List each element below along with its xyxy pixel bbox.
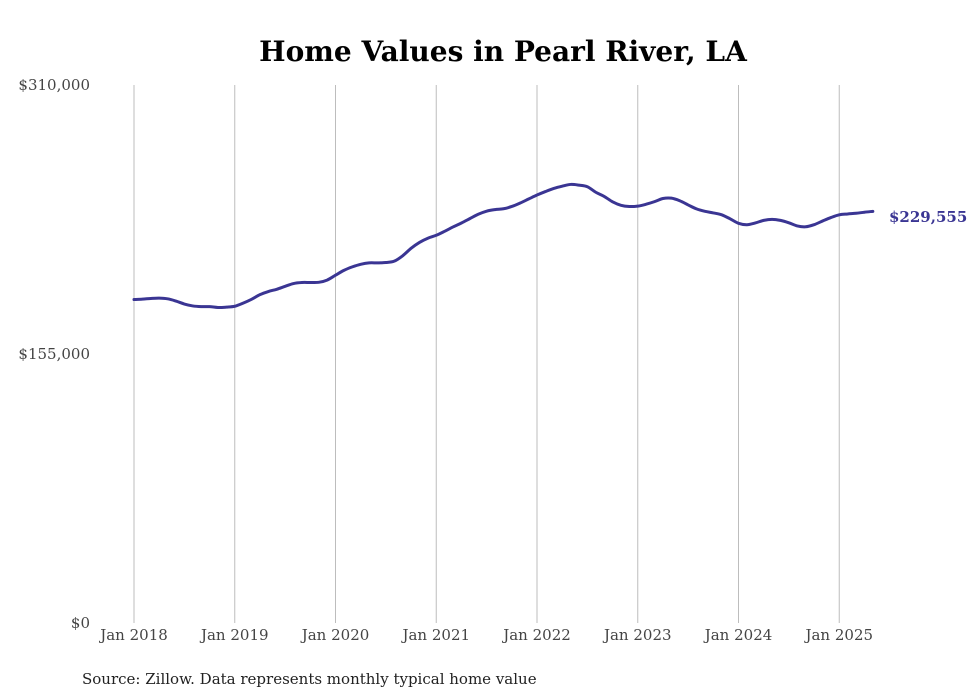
x-tick-label: Jan 2020 bbox=[300, 626, 370, 644]
y-tick-label: $155,000 bbox=[18, 345, 90, 363]
x-tick-label: Jan 2023 bbox=[602, 626, 672, 644]
x-tick-label: Jan 2025 bbox=[803, 626, 873, 644]
chart-title: Home Values in Pearl River, LA bbox=[259, 35, 748, 68]
y-tick-label: $310,000 bbox=[18, 76, 90, 94]
gridlines bbox=[133, 85, 840, 623]
x-tick-label: Jan 2018 bbox=[98, 626, 168, 644]
y-axis-tick-labels: $0 $155,000 $310,000 bbox=[18, 76, 90, 632]
series-layer bbox=[132, 182, 875, 310]
x-axis-tick-labels: Jan 2018 Jan 2019 Jan 2020 Jan 2021 Jan 2022… bbox=[98, 626, 873, 644]
source-note: Source: Zillow. Data represents monthly … bbox=[82, 670, 537, 688]
x-tick-label: Jan 2019 bbox=[199, 626, 269, 644]
x-tick-label: Jan 2024 bbox=[703, 626, 773, 644]
x-tick-label: Jan 2022 bbox=[501, 626, 571, 644]
x-tick-label: Jan 2021 bbox=[400, 626, 470, 644]
y-tick-label: $0 bbox=[71, 614, 90, 632]
series-line-0 bbox=[132, 182, 875, 310]
end-value-label: $229,555 bbox=[889, 208, 967, 226]
